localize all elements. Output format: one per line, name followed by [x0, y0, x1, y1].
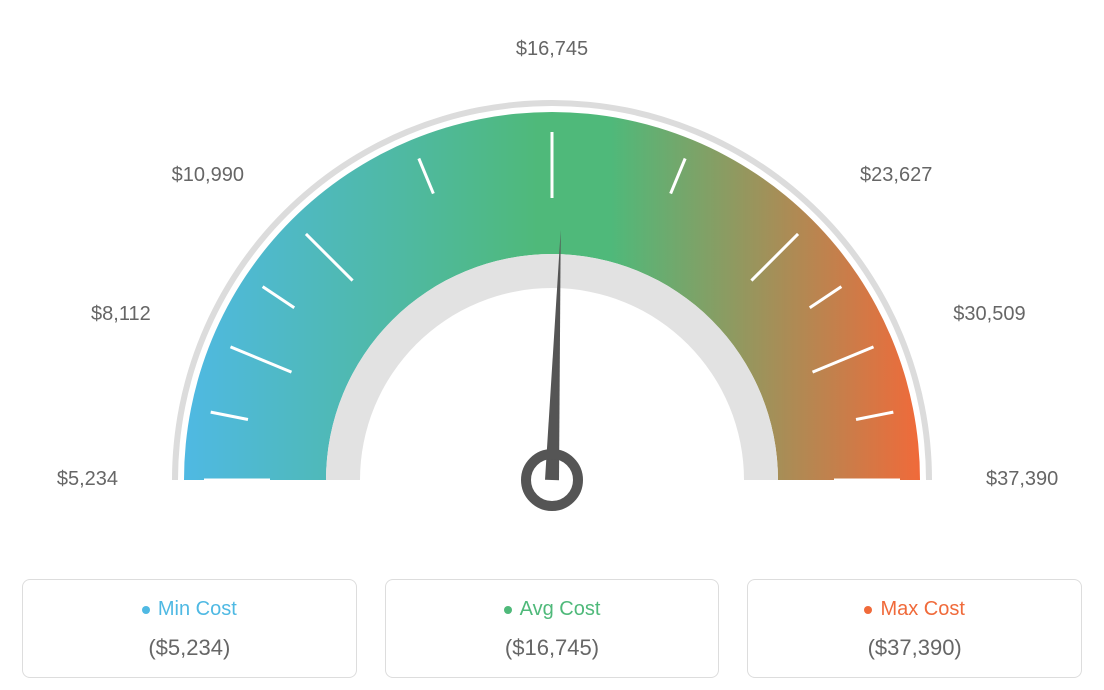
- legend-dot-max: [864, 606, 872, 614]
- legend-card-avg: Avg Cost ($16,745): [385, 579, 720, 678]
- legend-value-max: ($37,390): [758, 635, 1071, 661]
- gauge-tick-label: $10,990: [172, 164, 244, 187]
- gauge-tick-label: $23,627: [860, 164, 932, 187]
- gauge-tick-label: $5,234: [57, 468, 118, 491]
- legend-dot-avg: [504, 606, 512, 614]
- legend-title-text: Avg Cost: [520, 598, 601, 621]
- legend-dot-min: [142, 606, 150, 614]
- legend-title-text: Min Cost: [158, 598, 237, 621]
- legend-card-min: Min Cost ($5,234): [22, 579, 357, 678]
- legend-value-avg: ($16,745): [396, 635, 709, 661]
- gauge-tick-label: $30,509: [953, 303, 1025, 326]
- gauge-tick-label: $16,745: [516, 38, 588, 61]
- legend-card-max: Max Cost ($37,390): [747, 579, 1082, 678]
- legend-title-max: Max Cost: [864, 598, 964, 621]
- gauge-tick-label: $8,112: [91, 303, 151, 326]
- gauge-svg: [92, 40, 1012, 540]
- gauge-chart: $5,234 $8,112 $10,990 $16,745 $23,627 $30,509…: [0, 0, 1104, 540]
- gauge-tick-label: $37,390: [986, 468, 1058, 491]
- legend-row: Min Cost ($5,234) Avg Cost ($16,745) Max…: [0, 579, 1104, 678]
- legend-value-min: ($5,234): [33, 635, 346, 661]
- legend-title-avg: Avg Cost: [504, 598, 601, 621]
- legend-title-min: Min Cost: [142, 598, 237, 621]
- legend-title-text: Max Cost: [880, 598, 964, 621]
